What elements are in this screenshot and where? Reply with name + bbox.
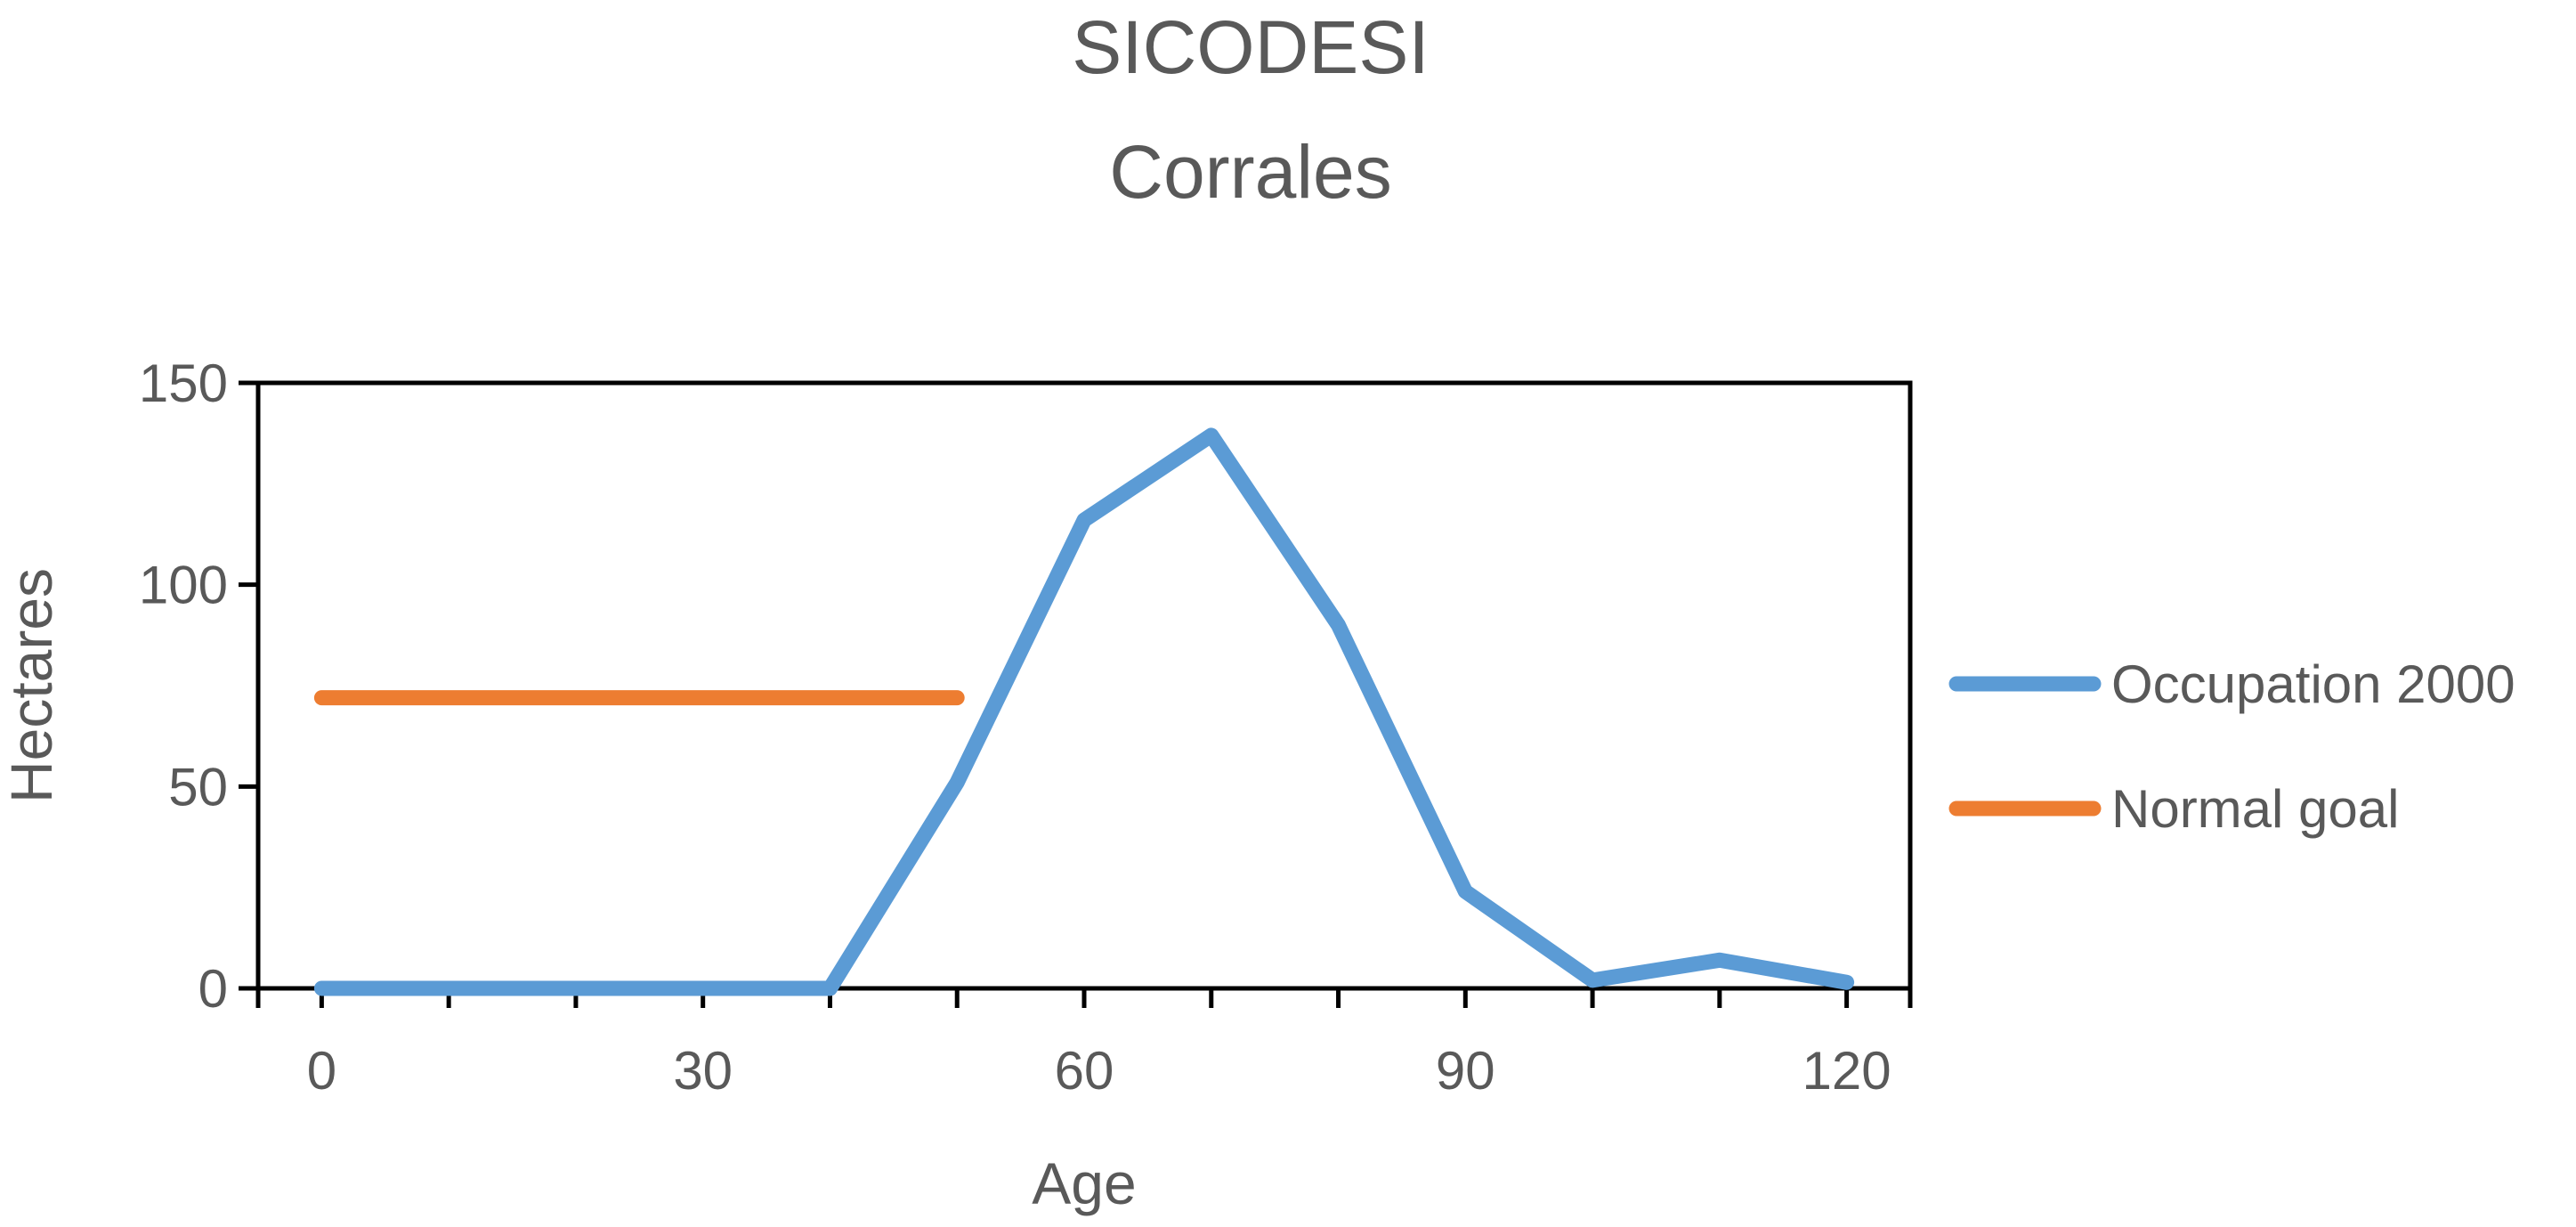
y-axis-label: Hectares	[0, 568, 64, 803]
legend-label: Occupation 2000	[2111, 654, 2515, 714]
x-tick-label: 0	[307, 1041, 336, 1101]
y-tick-label: 0	[198, 959, 228, 1019]
chart-title: SICODESI	[1072, 5, 1429, 89]
x-tick-label: 120	[1802, 1041, 1891, 1101]
x-tick-label: 30	[673, 1041, 733, 1101]
series-line-occupation-2000	[313, 427, 1855, 996]
y-axis-ticks: 0 50 100 150	[139, 353, 258, 1019]
chart-subtitle: Corrales	[1109, 130, 1391, 214]
y-tick-label: 150	[139, 353, 228, 413]
x-tick-label: 60	[1055, 1041, 1114, 1101]
series-lines	[313, 427, 1855, 996]
x-axis-label: Age	[1032, 1150, 1136, 1216]
x-axis-ticks: 0 30 60 90 120	[255, 988, 1913, 1101]
y-tick-label: 50	[168, 757, 228, 817]
x-tick-label: 90	[1436, 1041, 1495, 1101]
legend: Occupation 2000 Normal goal	[1948, 654, 2515, 839]
plot-area-border	[255, 380, 1913, 991]
legend-label: Normal goal	[2111, 779, 2399, 839]
y-tick-label: 100	[139, 556, 228, 615]
